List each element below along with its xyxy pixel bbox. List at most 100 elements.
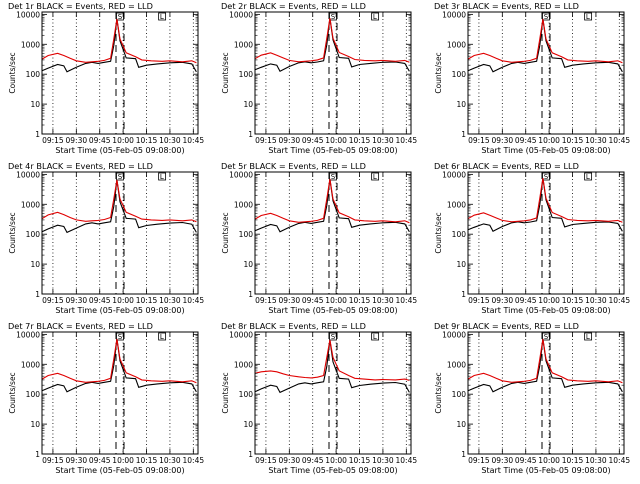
lld-series-line <box>254 18 410 63</box>
chart-svg: Det 1r BLACK = Events, RED = LLD S L 1 10 100… <box>8 1 204 155</box>
marker-box <box>158 172 167 181</box>
detector-panel: Det 3r BLACK = Events, RED = LLD S L 1 10 100… <box>426 0 639 160</box>
x-tick-label: 10:45 <box>396 296 418 305</box>
x-tick-label: 10:15 <box>349 136 371 145</box>
chart-title: Det 5r BLACK = Events, RED = LLD <box>221 161 366 171</box>
y-tick-label: 1 <box>248 450 253 459</box>
x-tick-label: 10:15 <box>349 296 371 305</box>
x-tick-label: 10:45 <box>396 456 418 465</box>
chart-svg: Det 8r BLACK = Events, RED = LLD S L 1 10 100… <box>221 321 418 475</box>
x-tick-label: 10:00 <box>325 456 347 465</box>
x-tick-label: 09:30 <box>66 136 88 145</box>
chart-title: Det 3r BLACK = Events, RED = LLD <box>434 1 579 11</box>
marker-label: S <box>118 333 123 341</box>
marker-label: L <box>373 13 377 21</box>
lld-series-line <box>254 339 410 381</box>
x-axis-label: Start Time (05-Feb-05 09:08:00) <box>55 306 184 315</box>
x-tick-label: 09:45 <box>89 456 111 465</box>
detector-panel: Det 1r BLACK = Events, RED = LLD S L 1 10 100… <box>0 0 213 160</box>
chart-svg: Det 5r BLACK = Events, RED = LLD S L 1 10 100… <box>221 161 418 315</box>
marker-label: S <box>331 173 336 181</box>
marker-box <box>158 332 167 341</box>
marker-label: S <box>331 13 336 21</box>
x-tick-label: 09:30 <box>66 456 88 465</box>
y-tick-label: 1000 <box>447 360 466 369</box>
y-tick-label: 1 <box>461 450 466 459</box>
x-tick-label: 10:00 <box>325 136 347 145</box>
events-series-line <box>41 18 197 73</box>
detector-panel: Det 9r BLACK = Events, RED = LLD S L 1 10 100… <box>426 320 639 480</box>
x-tick-label: 10:45 <box>396 136 418 145</box>
marker-box <box>584 172 593 181</box>
y-tick-label: 1000 <box>21 40 40 49</box>
marker-label: S <box>544 13 549 21</box>
plot-frame <box>254 171 412 295</box>
marker-box <box>584 332 593 341</box>
y-tick-label: 100 <box>239 230 254 239</box>
x-tick-label: 10:30 <box>372 456 394 465</box>
x-tick-label: 10:30 <box>159 296 181 305</box>
x-tick-label: 09:30 <box>279 456 301 465</box>
events-series-line <box>41 338 197 393</box>
y-tick-label: 10000 <box>442 10 466 19</box>
x-tick-label: 09:45 <box>89 136 111 145</box>
x-tick-label: 09:15 <box>468 296 490 305</box>
y-tick-label: 10 <box>456 420 466 429</box>
y-tick-label: 1000 <box>21 360 40 369</box>
x-axis-label: Start Time (05-Feb-05 09:08:00) <box>268 306 397 315</box>
x-tick-label: 10:30 <box>159 456 181 465</box>
y-tick-label: 10000 <box>16 10 40 19</box>
x-tick-label: 10:15 <box>562 296 584 305</box>
marker-label: S <box>118 13 123 21</box>
plot-frame <box>467 11 625 135</box>
marker-box <box>371 332 380 341</box>
x-tick-label: 10:15 <box>349 456 371 465</box>
x-tick-label: 10:00 <box>538 456 560 465</box>
marker-box <box>158 12 167 21</box>
y-tick-label: 10 <box>456 260 466 269</box>
chart-svg: Det 9r BLACK = Events, RED = LLD S L 1 10 100… <box>434 321 630 475</box>
y-tick-label: 1000 <box>234 200 253 209</box>
x-tick-label: 10:15 <box>562 136 584 145</box>
x-tick-label: 10:00 <box>112 296 134 305</box>
x-tick-label: 09:15 <box>468 136 490 145</box>
y-tick-label: 10 <box>30 260 40 269</box>
x-tick-label: 09:15 <box>255 136 277 145</box>
marker-label: S <box>331 333 336 341</box>
y-tick-label: 100 <box>26 390 41 399</box>
x-tick-label: 10:30 <box>372 136 394 145</box>
marker-label: L <box>160 13 164 21</box>
x-tick-label: 09:30 <box>279 296 301 305</box>
x-axis-label: Start Time (05-Feb-05 09:08:00) <box>268 466 397 475</box>
lld-series-line <box>467 338 623 384</box>
events-series-line <box>254 339 410 394</box>
x-tick-label: 09:45 <box>89 296 111 305</box>
x-tick-label: 09:45 <box>302 136 324 145</box>
plot-frame <box>41 171 199 295</box>
chart-title: Det 9r BLACK = Events, RED = LLD <box>434 321 579 331</box>
y-tick-label: 1000 <box>21 200 40 209</box>
marker-label: S <box>544 333 549 341</box>
y-tick-label: 10 <box>456 100 466 109</box>
y-axis-label: Counts/sec <box>8 52 17 93</box>
y-tick-label: 1 <box>461 130 466 139</box>
chart-title: Det 6r BLACK = Events, RED = LLD <box>434 161 579 171</box>
y-tick-label: 10 <box>243 420 253 429</box>
x-tick-label: 09:30 <box>492 296 514 305</box>
x-axis-label: Start Time (05-Feb-05 09:08:00) <box>55 466 184 475</box>
y-tick-label: 1 <box>35 450 40 459</box>
chart-title: Det 1r BLACK = Events, RED = LLD <box>8 1 153 11</box>
y-tick-label: 10000 <box>442 170 466 179</box>
x-axis-label: Start Time (05-Feb-05 09:08:00) <box>481 466 610 475</box>
marker-box <box>371 172 380 181</box>
y-tick-label: 100 <box>239 70 254 79</box>
detector-panel: Det 2r BLACK = Events, RED = LLD S L 1 10 100… <box>213 0 426 160</box>
y-tick-label: 1000 <box>234 360 253 369</box>
y-tick-label: 1 <box>35 130 40 139</box>
chart-svg: Det 7r BLACK = Events, RED = LLD S L 1 10 100… <box>8 321 204 475</box>
events-series-line <box>254 178 410 233</box>
y-tick-label: 100 <box>452 390 467 399</box>
y-tick-label: 10000 <box>229 170 253 179</box>
y-axis-label: Counts/sec <box>434 212 443 253</box>
